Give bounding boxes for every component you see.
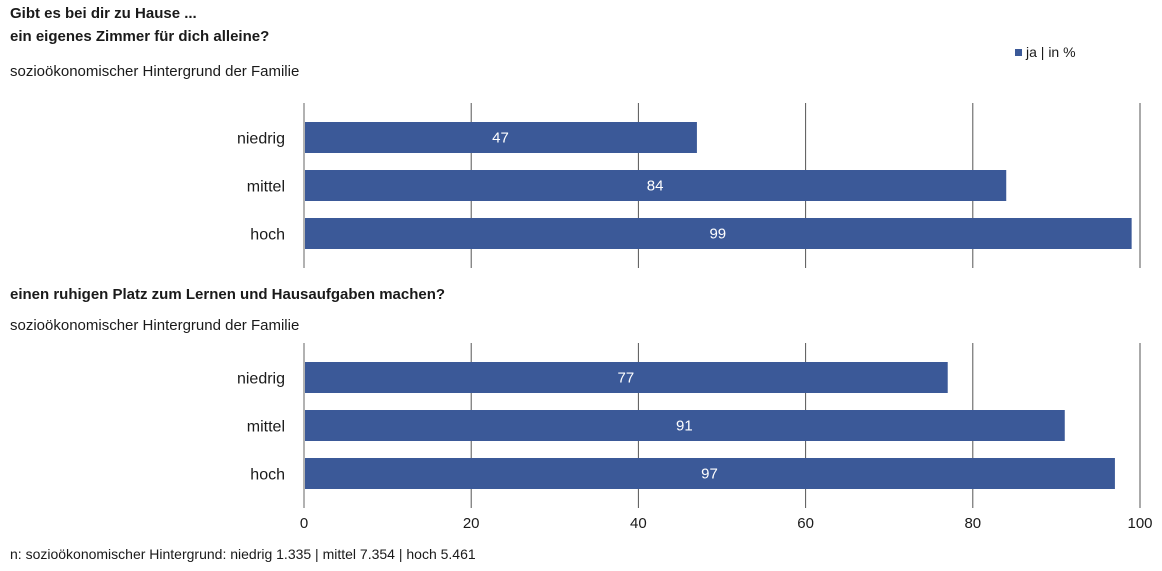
- category-label-hoch: hoch: [250, 467, 285, 484]
- bar-niedrig: [305, 122, 697, 153]
- chart-title-line2: ein eigenes Zimmer für dich alleine?: [10, 28, 270, 45]
- category-label-mittel: mittel: [247, 419, 285, 436]
- data-label-hoch: 99: [709, 226, 726, 243]
- bar-hoch: [305, 218, 1132, 249]
- data-label-mittel: 84: [647, 178, 664, 195]
- x-tick-label-0: 0: [300, 515, 308, 532]
- data-label-niedrig: 47: [492, 130, 509, 147]
- legend-swatch: [1015, 48, 1022, 56]
- category-label-mittel: mittel: [247, 179, 285, 196]
- bar-mittel: [305, 170, 1007, 201]
- chart-subtitle: sozioökonomischer Hintergrund der Famili…: [10, 63, 300, 80]
- x-tick-label-20: 20: [463, 515, 480, 532]
- x-tick-label-60: 60: [797, 515, 814, 532]
- panel2-title: einen ruhigen Platz zum Lernen und Hausa…: [10, 286, 446, 303]
- data-label-mittel: 91: [676, 418, 693, 435]
- data-label-niedrig: 77: [618, 370, 635, 387]
- bar-hoch: [305, 458, 1115, 489]
- sample-size-note: n: sozioökonomischer Hintergrund: niedri…: [10, 546, 476, 562]
- x-tick-label-80: 80: [964, 515, 981, 532]
- category-label-niedrig: niedrig: [237, 371, 285, 388]
- legend-label: ja | in %: [1026, 44, 1076, 60]
- x-tick-label-40: 40: [630, 515, 647, 532]
- legend: ja | in %: [1015, 44, 1076, 60]
- category-label-niedrig: niedrig: [237, 131, 285, 148]
- chart-title-line1: Gibt es bei dir zu Hause ...: [10, 5, 197, 22]
- category-label-hoch: hoch: [250, 227, 285, 244]
- bar-niedrig: [305, 362, 948, 393]
- data-label-hoch: 97: [701, 466, 718, 483]
- panel2-subtitle: sozioökonomischer Hintergrund der Famili…: [10, 317, 300, 334]
- x-tick-label-100: 100: [1127, 515, 1152, 532]
- bar-mittel: [305, 410, 1065, 441]
